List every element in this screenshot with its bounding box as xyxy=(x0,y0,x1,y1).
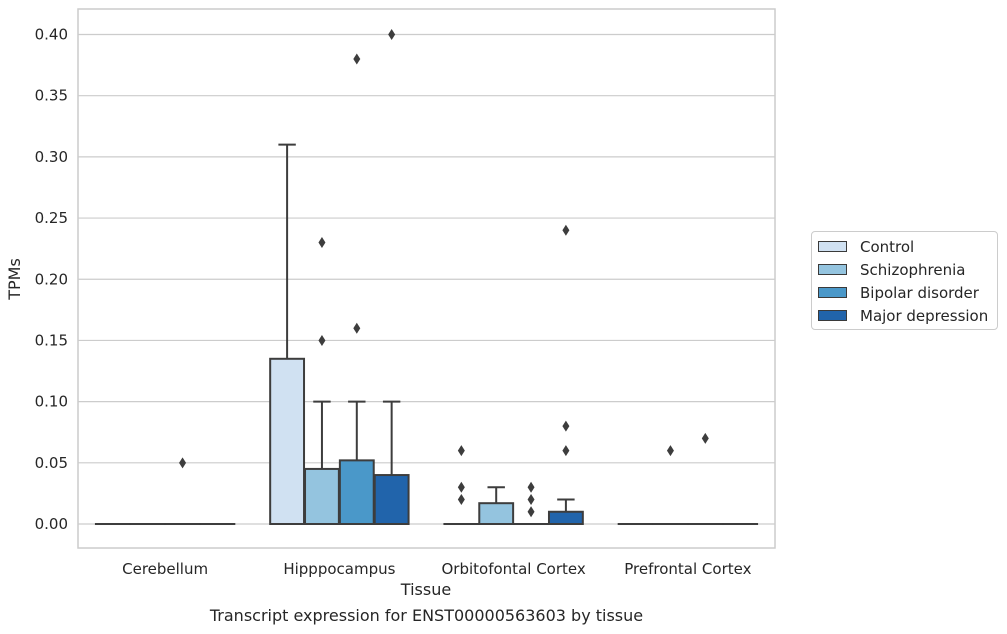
plot-frame xyxy=(77,8,776,549)
y-tick-label: 0.10 xyxy=(35,393,68,411)
legend-item: Schizophrenia xyxy=(812,258,997,281)
y-axis-label: TPMs xyxy=(5,258,24,301)
outlier-point xyxy=(318,237,326,249)
box-orbitofontal-cortex xyxy=(513,481,549,526)
box-body xyxy=(547,510,584,526)
box-hipppocampus xyxy=(269,143,306,526)
legend-item: Bipolar disorder xyxy=(812,281,997,304)
outlier-point xyxy=(353,53,361,65)
x-tick-label: Orbitofontal Cortex xyxy=(442,560,586,578)
grid-lines xyxy=(78,33,775,525)
outlier-point xyxy=(388,29,396,40)
y-tick-label: 0.20 xyxy=(35,270,68,288)
legend-swatch xyxy=(818,241,847,252)
chart-legend: Control Schizophrenia Bipolar disorder Majo… xyxy=(811,231,998,330)
y-tick-label: 0.25 xyxy=(35,209,68,227)
y-tick-label: 0.00 xyxy=(35,515,68,533)
box-orbitofontal-cortex xyxy=(478,486,515,526)
x-tick-label: Hipppocampus xyxy=(283,560,395,578)
legend-item: Control xyxy=(812,235,997,258)
outlier-point xyxy=(457,494,465,506)
y-axis-ticks: 0.00 0.05 0.10 0.15 0.20 0.25 0.30 0.35 0.40 xyxy=(35,26,68,534)
box-hipppocampus xyxy=(304,237,340,525)
y-tick-label: 0.05 xyxy=(35,454,68,472)
series-schizophrenia xyxy=(129,237,689,526)
outlier-point xyxy=(527,506,535,518)
box-prefrontal-cortex xyxy=(687,432,724,526)
box-body xyxy=(338,459,375,525)
x-axis-ticks: Cerebellum Hipppocampus Orbitofontal Corte… xyxy=(122,560,751,578)
x-axis-label: Tissue xyxy=(400,580,451,599)
x-tick-label: Prefrontal Cortex xyxy=(624,560,751,578)
box-orbitofontal-cortex xyxy=(443,445,480,526)
box-prefrontal-cortex xyxy=(652,445,689,526)
box-cerebellum xyxy=(164,457,201,526)
box-series xyxy=(94,29,759,526)
outlier-point xyxy=(457,481,465,493)
outlier-point xyxy=(353,322,361,334)
legend-label: Control xyxy=(860,237,915,256)
series-control xyxy=(94,143,654,526)
legend-label: Bipolar disorder xyxy=(860,283,979,302)
outlier-point xyxy=(457,445,465,457)
outlier-point xyxy=(666,445,674,457)
x-tick-label: Cerebellum xyxy=(122,560,208,578)
outlier-point xyxy=(562,445,570,457)
box-hipppocampus xyxy=(338,53,375,525)
legend-swatch xyxy=(818,264,847,275)
outlier-point xyxy=(318,334,326,346)
outlier-point xyxy=(527,481,535,493)
outlier-point xyxy=(701,432,709,444)
box-hipppocampus xyxy=(373,29,410,525)
box-body xyxy=(269,357,306,526)
legend-swatch xyxy=(818,287,847,298)
box-body xyxy=(373,474,410,525)
chart-caption: Transcript expression for ENST0000056360… xyxy=(209,606,644,625)
outlier-point xyxy=(562,420,570,432)
box-orbitofontal-cortex xyxy=(547,224,584,526)
outlier-point xyxy=(527,494,535,506)
legend-label: Schizophrenia xyxy=(860,260,966,279)
y-tick-label: 0.40 xyxy=(35,26,68,44)
series-bipolar-disorder xyxy=(164,53,724,526)
legend-item: Major depression xyxy=(812,304,997,327)
y-tick-label: 0.30 xyxy=(35,148,68,166)
y-tick-label: 0.35 xyxy=(35,87,68,105)
outlier-point xyxy=(179,457,187,469)
legend-swatch xyxy=(818,310,847,321)
box-body xyxy=(478,502,515,526)
series-major-depression xyxy=(199,29,759,526)
box-body xyxy=(304,467,340,525)
y-tick-label: 0.15 xyxy=(35,331,68,349)
legend-label: Major depression xyxy=(860,306,989,325)
outlier-point xyxy=(562,224,570,236)
